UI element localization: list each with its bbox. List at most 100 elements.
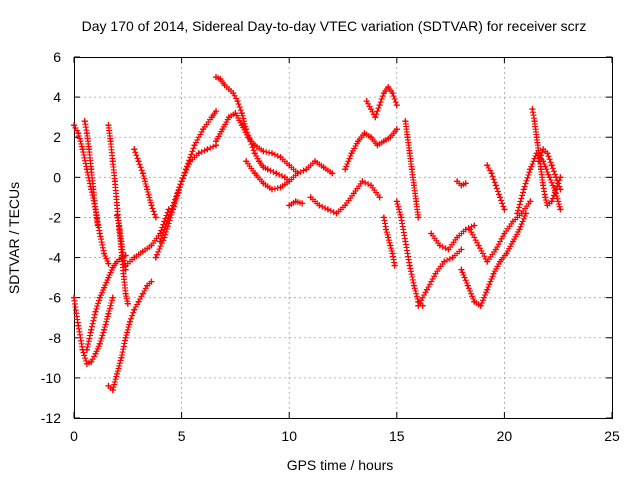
data-point <box>109 264 116 271</box>
data-point <box>114 202 121 209</box>
data-point <box>385 84 392 91</box>
y-tick-label: -12 <box>41 410 61 426</box>
data-point <box>277 184 284 191</box>
data-point <box>307 194 314 201</box>
data-point <box>101 250 108 257</box>
data-point <box>385 234 392 241</box>
data-point <box>374 142 381 149</box>
tick-layer: 0 5 10 15 20 25 -12 -10 -8 -6 -4 -2 0 2 4 6 <box>41 49 620 444</box>
data-series <box>458 210 529 309</box>
data-point <box>436 242 443 249</box>
plot-frame <box>74 57 613 419</box>
data-point <box>273 170 280 177</box>
data-point <box>114 212 121 219</box>
data-point <box>312 158 319 165</box>
data-series <box>105 122 131 307</box>
data-point <box>101 284 108 291</box>
data-point <box>219 126 226 133</box>
data-point <box>144 186 151 193</box>
data-point <box>484 258 491 265</box>
data-point <box>514 210 521 217</box>
data-point <box>96 340 103 347</box>
data-point <box>329 170 336 177</box>
data-point <box>484 286 491 293</box>
data-point <box>383 226 390 233</box>
data-series <box>402 118 422 221</box>
data-point <box>111 178 118 185</box>
x-tick-label: 20 <box>497 428 513 444</box>
data-point <box>367 134 374 141</box>
data-point <box>372 114 379 121</box>
data-point <box>454 234 461 241</box>
data-point <box>475 242 482 249</box>
data-point <box>404 134 411 141</box>
data-point <box>148 242 155 249</box>
data-point <box>294 170 301 177</box>
data-point <box>411 182 418 189</box>
data-point <box>367 182 374 189</box>
data-point <box>553 174 560 181</box>
data-point <box>497 194 504 201</box>
x-tick-label: 0 <box>70 428 78 444</box>
data-point <box>387 242 394 249</box>
data-point <box>116 222 123 229</box>
data-point <box>131 146 138 153</box>
data-point <box>471 222 478 229</box>
series-markers <box>363 84 400 121</box>
data-point <box>251 170 258 177</box>
y-tick-label: -4 <box>49 250 62 266</box>
data-point <box>458 266 465 273</box>
data-point <box>88 166 95 173</box>
data-point <box>90 186 97 193</box>
data-point <box>462 180 469 187</box>
data-point <box>516 226 523 233</box>
data-point <box>148 278 155 285</box>
data-point <box>105 382 112 389</box>
data-point <box>120 254 127 261</box>
data-point <box>520 186 527 193</box>
data-point <box>389 90 396 97</box>
y-tick-label: 6 <box>53 49 61 65</box>
data-point <box>268 150 275 157</box>
data-point <box>484 162 491 169</box>
data-point <box>109 294 116 301</box>
data-point <box>380 90 387 97</box>
data-point <box>225 86 232 93</box>
data-point <box>406 150 413 157</box>
data-point <box>286 178 293 185</box>
data-point <box>213 138 220 145</box>
data-point <box>83 346 90 353</box>
data-point <box>380 138 387 145</box>
data-point <box>557 186 564 193</box>
data-point <box>96 230 103 237</box>
x-tick-label: 25 <box>604 428 620 444</box>
data-series <box>535 146 564 193</box>
data-point <box>376 102 383 109</box>
data-point <box>281 174 288 181</box>
data-point <box>449 254 456 261</box>
data-point <box>333 210 340 217</box>
data-point <box>454 178 461 185</box>
data-point <box>540 146 547 153</box>
data-point <box>286 162 293 169</box>
data-point <box>441 258 448 265</box>
data-point <box>423 286 430 293</box>
data-point <box>124 300 131 307</box>
data-point <box>286 202 293 209</box>
data-point <box>398 214 405 221</box>
series-markers <box>342 126 400 173</box>
data-series <box>415 246 465 309</box>
data-point <box>92 308 99 315</box>
data-point <box>471 298 478 305</box>
data-series <box>105 278 155 393</box>
data-point <box>380 214 387 221</box>
series-markers <box>105 122 131 307</box>
data-point <box>361 130 368 137</box>
data-point <box>402 118 409 125</box>
data-series <box>114 212 129 273</box>
data-point <box>342 166 349 173</box>
data-point <box>464 282 471 289</box>
series-markers <box>152 142 219 261</box>
y-tick-label: 2 <box>53 129 61 145</box>
data-point <box>94 222 101 229</box>
